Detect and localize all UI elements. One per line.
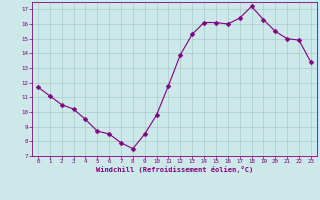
X-axis label: Windchill (Refroidissement éolien,°C): Windchill (Refroidissement éolien,°C) xyxy=(96,166,253,173)
